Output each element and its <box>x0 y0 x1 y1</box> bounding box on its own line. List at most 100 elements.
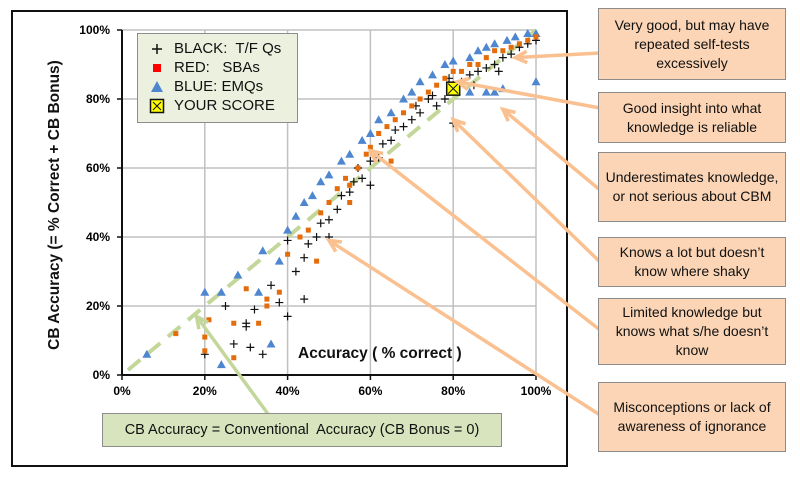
sba-point <box>367 144 373 150</box>
your-score-cross <box>447 83 459 95</box>
sba-point <box>475 62 481 67</box>
sba-point <box>285 251 291 257</box>
sba-point <box>376 131 382 136</box>
reference-line <box>126 28 538 372</box>
sba-point <box>467 62 473 67</box>
emq-point <box>465 53 475 62</box>
tf-point <box>432 101 441 110</box>
tf-point <box>378 139 387 148</box>
emq-point <box>415 77 425 86</box>
tf-point <box>304 239 313 248</box>
tf-point <box>399 122 408 131</box>
tf-point <box>337 191 346 200</box>
sba-point <box>458 68 464 74</box>
emq-point <box>216 360 226 369</box>
emq-point <box>345 149 355 158</box>
emq-point <box>258 246 268 255</box>
tf-point <box>275 298 284 307</box>
reference-note-arrow <box>195 315 270 416</box>
legend-label: BLUE: EMQs <box>174 78 264 95</box>
emq-point <box>448 56 458 65</box>
tf-point <box>416 108 425 117</box>
tf-point <box>490 60 499 69</box>
annotation-arrow-head <box>325 238 343 253</box>
tf-point <box>498 53 507 62</box>
tf-point <box>391 126 400 135</box>
x-tick-label: 40% <box>276 384 300 398</box>
sba-point <box>450 68 456 74</box>
tf-point <box>345 188 354 197</box>
y-tick-label: 20% <box>86 299 110 313</box>
tf-point <box>283 236 292 245</box>
emq-point <box>266 339 276 348</box>
identity-line <box>126 28 538 372</box>
callout-very-good: Very good, but may have repeated self-te… <box>598 8 786 80</box>
sba-point <box>297 234 303 240</box>
annotation-arrow-head <box>450 116 467 133</box>
sba-point <box>231 355 237 361</box>
sba-point <box>343 175 349 181</box>
callout-good-insight: Good insight into what knowledge is reli… <box>598 92 786 143</box>
tf-point <box>366 157 375 166</box>
sba-point <box>202 348 208 354</box>
crossed-square-marker-icon <box>146 98 168 114</box>
sba-point <box>363 151 369 157</box>
sba-point <box>173 331 179 337</box>
tf-point <box>358 174 367 183</box>
emq-point <box>531 77 541 86</box>
sba-point <box>401 110 407 116</box>
sba-point <box>425 89 431 95</box>
emq-point <box>428 70 437 79</box>
emq-point <box>233 270 243 279</box>
tf-point <box>258 350 267 359</box>
emq-point <box>291 211 301 220</box>
emq-point <box>490 87 500 96</box>
legend-item-tf: BLACK: T/F Qs <box>146 39 297 58</box>
sba-point <box>492 48 498 54</box>
emq-point <box>200 287 210 296</box>
legend-label: RED: SBAs <box>174 59 260 76</box>
tf-point <box>424 95 433 103</box>
emq-point <box>336 156 346 165</box>
sba-point <box>409 103 415 109</box>
emq-point <box>465 87 475 96</box>
sba-point <box>334 186 340 192</box>
emq-point <box>481 87 491 96</box>
callout-limited-knowledge: Limited knowledge but knows what s/he do… <box>598 298 786 365</box>
tf-point <box>366 181 375 190</box>
emq-point <box>386 108 396 117</box>
sba-point <box>388 158 394 164</box>
emq-point <box>299 198 309 206</box>
emq-point <box>357 135 367 144</box>
emq-point <box>142 349 152 358</box>
sba-point <box>264 303 270 309</box>
sba-point <box>525 37 531 43</box>
emq-point <box>324 170 334 179</box>
callout-knows-a-lot: Knows a lot but doesn’t know where shaky <box>598 237 786 287</box>
emq-point <box>307 191 317 200</box>
axes: 0%0% 20% 20% 40% 40% 60% 60% 80% 80% 100% 100% <box>79 23 551 398</box>
triangle-marker-icon <box>146 80 168 93</box>
x-axis-label: Accuracy ( % correct ) <box>298 345 462 362</box>
y-tick-label: 60% <box>86 161 110 175</box>
annotation-arrow <box>328 238 601 417</box>
tf-point <box>250 305 259 314</box>
emq-point <box>254 287 264 296</box>
annotation-arrow <box>515 51 601 60</box>
emq-point <box>374 115 384 124</box>
annotation-arrow-head <box>367 148 384 164</box>
emq-point <box>274 256 284 265</box>
sba-point <box>243 286 249 292</box>
sba-point <box>417 96 423 102</box>
plus-marker-icon <box>146 43 168 55</box>
y-tick-label: 0% <box>93 368 111 382</box>
tf-point <box>312 233 321 241</box>
x-tick-label: 100% <box>521 384 552 398</box>
chart-frame <box>11 10 568 467</box>
sba-point <box>305 227 311 233</box>
emq-point <box>490 39 500 48</box>
emq-point <box>481 42 491 51</box>
sba-point <box>347 200 353 205</box>
emq-point <box>316 177 326 186</box>
